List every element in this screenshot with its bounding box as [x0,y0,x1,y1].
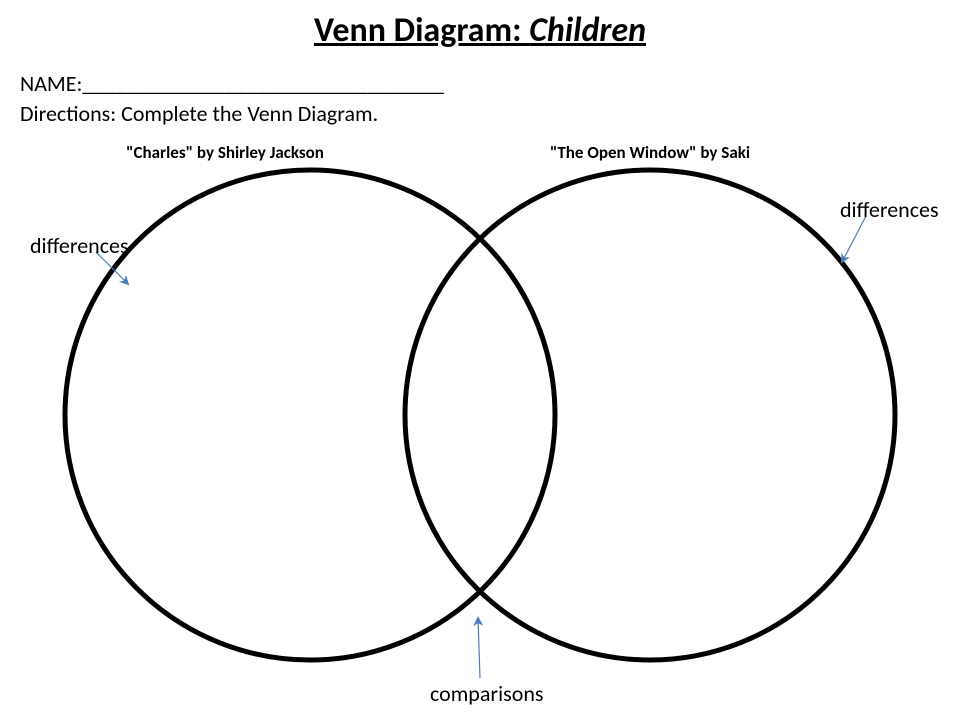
left-differences-label: differences [30,232,129,259]
left-circle-label: "Charles" by Shirley Jackson [126,142,324,163]
worksheet-page: Venn Diagram: Children NAME:____________… [0,0,960,720]
comparisons-label: comparisons [430,680,543,707]
venn-left-circle [65,170,555,660]
right-circle-label: "The Open Window" by Saki [550,142,750,163]
venn-right-circle [405,170,895,660]
venn-diagram: "Charles" by Shirley Jackson "The Open W… [0,0,960,720]
right-differences-label: differences [840,196,939,223]
comparisons-arrow [478,618,480,678]
